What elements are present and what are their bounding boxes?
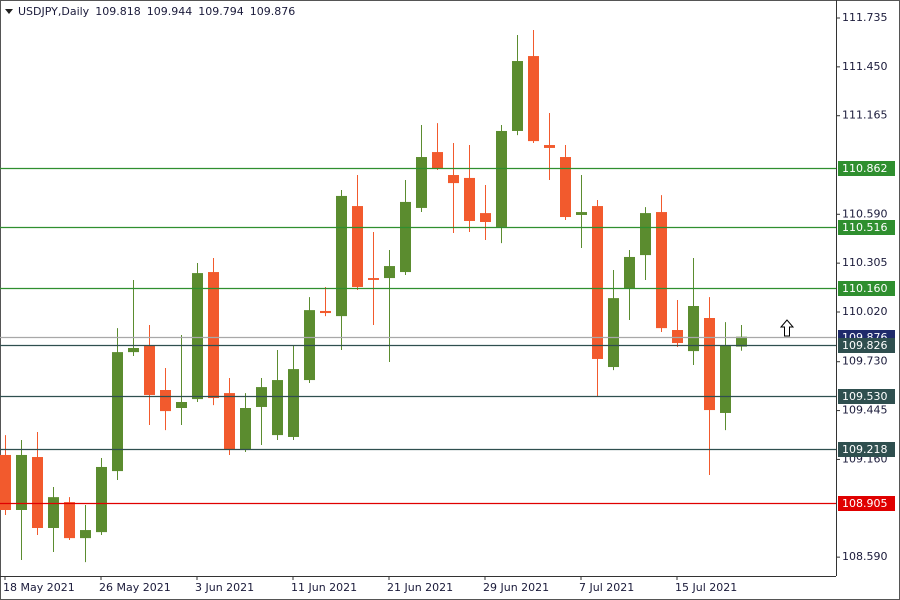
candle-body [400, 201, 411, 273]
candle-body [320, 310, 331, 314]
level-label: 110.516 [842, 221, 888, 234]
candle-body [608, 298, 619, 368]
header-open: 109.818 [95, 5, 141, 18]
candle-body [0, 454, 11, 510]
candle-body [448, 175, 459, 184]
level-label-box [838, 281, 895, 296]
candle-body [640, 213, 651, 256]
level-label: 109.530 [842, 390, 888, 403]
level-label-box [838, 389, 895, 404]
candle-body [432, 152, 443, 168]
candle-body [416, 157, 427, 208]
candle-body [272, 380, 283, 436]
candle-body [96, 466, 107, 533]
candle-body [80, 530, 91, 539]
candle-body [288, 369, 299, 437]
candle-body [720, 345, 731, 413]
candle-body [144, 345, 155, 395]
header-low: 109.794 [198, 5, 244, 18]
candle-body [48, 497, 59, 528]
x-tick-label: 11 Jun 2021 [291, 581, 357, 594]
x-tick-label: 7 Jul 2021 [579, 581, 634, 594]
candle-body [624, 256, 635, 288]
level-label: 110.862 [842, 162, 888, 175]
y-tick-label: 111.735 [842, 11, 888, 24]
y-tick-label: 109.445 [842, 404, 888, 417]
candle-body [32, 457, 43, 528]
x-tick-label: 21 Jun 2021 [387, 581, 453, 594]
candle-body [128, 348, 139, 353]
level-label-box [838, 496, 895, 511]
level-label-box [838, 161, 895, 176]
candle-body [384, 266, 395, 279]
candle-body [192, 273, 203, 400]
candle-body [480, 213, 491, 222]
x-tick-label: 26 May 2021 [99, 581, 171, 594]
candle-body [544, 145, 555, 148]
candle-body [112, 352, 123, 472]
y-tick-label: 110.020 [842, 305, 888, 318]
candle-body [64, 502, 75, 539]
candle-body [16, 454, 27, 510]
candle-body [560, 157, 571, 218]
candle-body [496, 130, 507, 227]
candle-body [368, 278, 379, 280]
y-tick-label: 111.165 [842, 109, 888, 122]
candle-body [528, 56, 539, 142]
level-label: 108.905 [842, 497, 888, 510]
candle-body [240, 408, 251, 450]
candle-body [656, 212, 667, 329]
candle-body [736, 336, 747, 347]
level-label: 109.826 [842, 339, 888, 352]
level-label: 109.218 [842, 443, 888, 456]
candle-body [688, 306, 699, 352]
level-label-box [838, 338, 895, 353]
x-tick-label: 18 May 2021 [3, 581, 75, 594]
level-label-box [838, 220, 895, 235]
y-tick-label: 108.590 [842, 550, 888, 563]
y-tick-label: 111.450 [842, 60, 888, 73]
candle-body [576, 212, 587, 215]
header-close: 109.876 [250, 5, 296, 18]
candle-body [592, 206, 603, 359]
symbol-menu-triangle [5, 9, 13, 14]
candle-body [176, 402, 187, 408]
candle-body [704, 318, 715, 411]
candle-body [208, 272, 219, 399]
candle-body [672, 330, 683, 344]
candle-body [352, 206, 363, 287]
y-tick-label: 109.730 [842, 355, 888, 368]
y-tick-label: 110.590 [842, 207, 888, 220]
arrow-icon [779, 319, 795, 337]
candle-body [160, 390, 171, 412]
x-tick-label: 15 Jul 2021 [675, 581, 737, 594]
level-label: 110.160 [842, 282, 888, 295]
level-label-box [838, 442, 895, 457]
chart-header: USDJPY,Daily 109.818 109.944 109.794 109.876 [18, 5, 295, 18]
candle-body [512, 61, 523, 131]
candle-body [464, 177, 475, 221]
y-tick-label: 110.305 [842, 256, 888, 269]
chart-title: USDJPY,Daily [18, 5, 90, 18]
candle-body [224, 393, 235, 450]
x-tick-label: 3 Jun 2021 [195, 581, 254, 594]
x-tick-label: 29 Jun 2021 [483, 581, 549, 594]
header-high: 109.944 [147, 5, 193, 18]
candle-body [336, 195, 347, 317]
